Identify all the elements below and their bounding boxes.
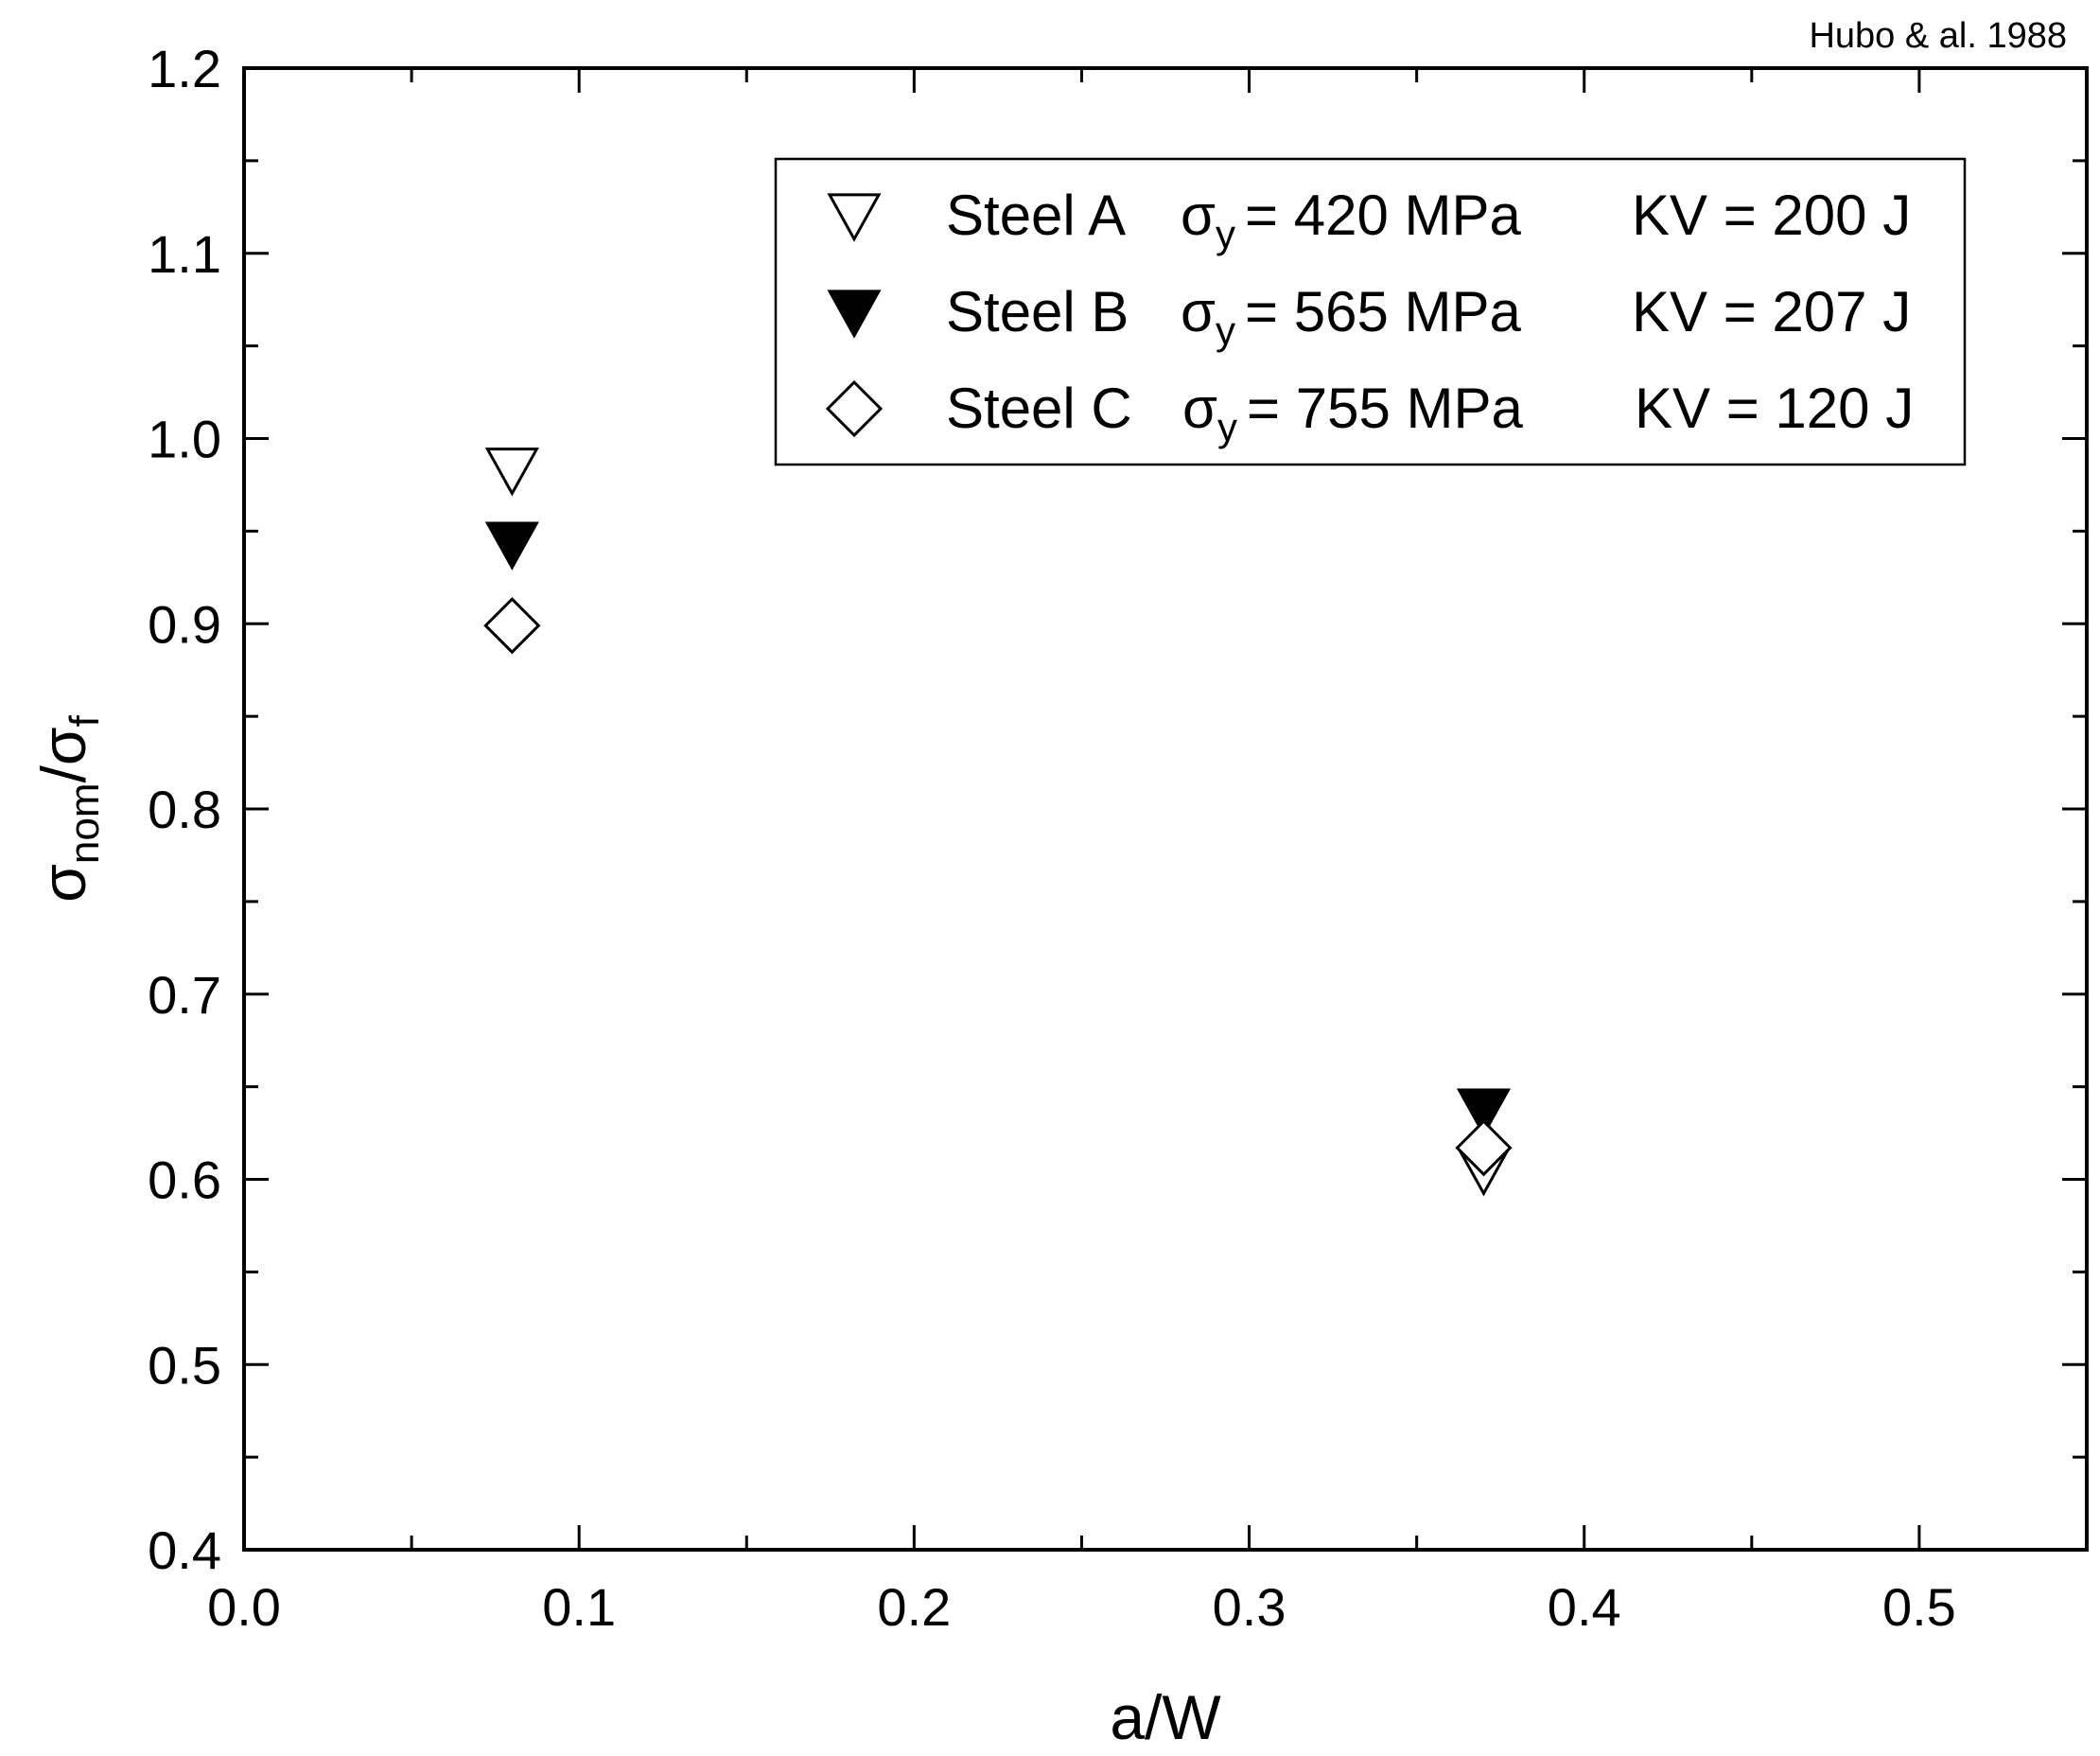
x-axis-ticks: 0.0 0.1 0.2 0.3 0.4 0.5 <box>207 68 2089 1637</box>
data-point-steel-b <box>484 521 539 571</box>
y-tick-label: 1.2 <box>148 39 221 98</box>
x-tick-label: 0.0 <box>207 1577 281 1637</box>
y-axis-title: σnom/σf <box>28 714 108 902</box>
data-point-steel-b <box>1456 1088 1512 1137</box>
y-tick-label: 0.8 <box>148 780 221 839</box>
y-tick-label: 1.0 <box>148 410 221 469</box>
y-tick-label: 0.6 <box>148 1150 221 1210</box>
x-tick-label: 0.2 <box>877 1577 951 1637</box>
legend-marker-steel-b <box>827 290 882 339</box>
legend-symbol-steel-b <box>827 290 882 339</box>
data-point-steel-c <box>1455 1119 1513 1177</box>
y-tick-label: 1.1 <box>148 224 221 284</box>
legend-marker-steel-a <box>827 193 882 242</box>
data-point-steel-a <box>484 448 539 497</box>
legend-symbol-steel-c <box>825 379 884 438</box>
x-tick-label: 0.3 <box>1213 1577 1286 1637</box>
data-markers <box>483 448 1513 1197</box>
y-tick-label: 0.9 <box>148 594 221 654</box>
legend-box <box>774 157 1967 466</box>
legend-symbol-steel-a <box>827 193 882 242</box>
y-tick-label: 0.4 <box>148 1520 221 1580</box>
data-point-steel-c <box>483 597 541 655</box>
y-tick-label: 0.5 <box>148 1335 221 1395</box>
y-tick-label: 0.7 <box>148 965 221 1025</box>
y-axis-ticks: 0.4 0.5 0.6 0.7 0.8 0.9 1.0 1.1 1.2 <box>148 39 2087 1580</box>
x-tick-label: 0.4 <box>1548 1577 1621 1637</box>
x-tick-label: 0.5 <box>1882 1577 1956 1637</box>
x-axis-title: a/W <box>1110 1682 1221 1752</box>
source-note: Hubo & al. 1988 <box>1809 16 2067 56</box>
x-tick-label: 0.1 <box>542 1577 616 1637</box>
legend-marker-steel-c <box>825 379 884 438</box>
